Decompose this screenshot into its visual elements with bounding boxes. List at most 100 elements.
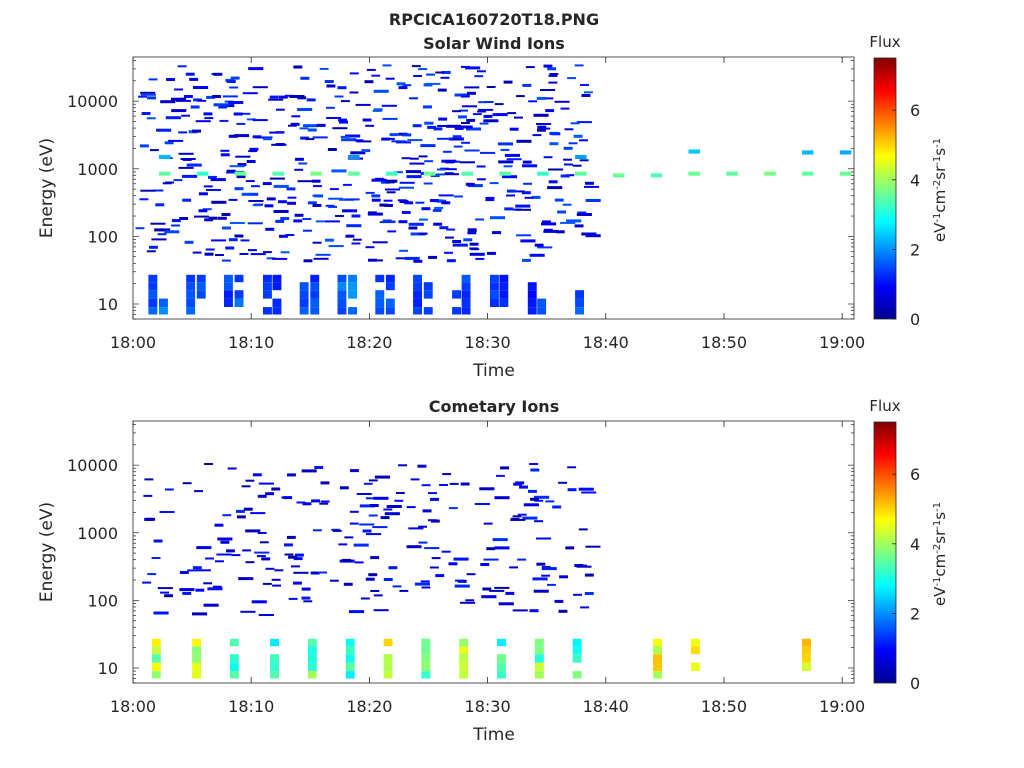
noise-pixel xyxy=(299,127,309,130)
noise-pixel xyxy=(465,599,475,602)
noise-pixel xyxy=(454,93,470,97)
noise-pixel xyxy=(367,212,383,216)
flux-cell xyxy=(224,274,233,283)
noise-pixel xyxy=(371,194,381,198)
noise-pixel xyxy=(445,160,455,164)
noise-pixel xyxy=(541,567,557,571)
noise-pixel xyxy=(138,95,147,98)
flux-cell xyxy=(186,290,196,299)
flux-cell xyxy=(413,274,422,283)
noise-pixel xyxy=(331,169,347,173)
noise-pixel xyxy=(479,122,489,125)
noise-pixel xyxy=(489,589,505,592)
noise-pixel xyxy=(578,528,588,531)
noise-pixel xyxy=(272,257,288,260)
noise-pixel xyxy=(459,161,475,164)
noise-pixel xyxy=(171,224,180,227)
noise-pixel xyxy=(283,496,293,500)
flux-cell xyxy=(345,654,355,663)
noise-pixel xyxy=(332,127,348,130)
noise-pixel xyxy=(418,68,428,71)
noise-pixel xyxy=(179,588,195,592)
noise-pixel xyxy=(536,96,546,100)
flux-cell xyxy=(499,290,509,299)
flux-cell xyxy=(461,290,471,299)
noise-pixel xyxy=(360,597,370,600)
noise-pixel xyxy=(193,86,209,89)
noise-pixel xyxy=(580,84,589,86)
noise-pixel xyxy=(258,614,274,616)
noise-pixel xyxy=(472,113,482,116)
noise-pixel xyxy=(312,241,322,244)
noise-pixel xyxy=(441,201,451,205)
noise-pixel xyxy=(190,105,200,109)
flux-cell xyxy=(375,298,385,307)
noise-pixel xyxy=(421,586,431,589)
noise-pixel xyxy=(370,556,380,560)
noise-pixel xyxy=(350,151,366,155)
noise-pixel xyxy=(349,72,359,75)
noise-pixel xyxy=(182,482,192,485)
noise-pixel xyxy=(536,537,552,540)
noise-pixel xyxy=(544,97,554,100)
noise-pixel xyxy=(467,231,477,235)
x-tick-label: 18:10 xyxy=(228,697,274,716)
flux-cell xyxy=(375,290,385,299)
noise-pixel xyxy=(382,64,392,67)
noise-pixel xyxy=(288,124,297,127)
flux-cell xyxy=(413,298,422,307)
noise-pixel xyxy=(436,173,445,176)
noise-pixel xyxy=(236,509,245,513)
noise-pixel xyxy=(557,210,567,214)
noise-pixel xyxy=(265,492,274,496)
noise-pixel xyxy=(574,564,584,567)
noise-pixel xyxy=(220,149,230,152)
noise-pixel xyxy=(184,240,194,244)
flux-cell xyxy=(224,290,233,299)
noise-pixel xyxy=(192,612,208,616)
noise-pixel xyxy=(386,191,396,194)
noise-pixel xyxy=(431,557,441,560)
noise-pixel xyxy=(463,238,473,242)
noise-pixel xyxy=(286,187,296,191)
noise-pixel xyxy=(205,557,214,560)
flux-cell xyxy=(490,274,499,283)
noise-pixel xyxy=(301,469,317,473)
x-tick-label: 18:50 xyxy=(701,697,747,716)
noise-pixel xyxy=(361,149,371,153)
noise-pixel xyxy=(383,578,393,581)
flux-cell xyxy=(459,638,469,647)
noise-pixel xyxy=(198,209,208,213)
flux-cell xyxy=(499,282,509,291)
noise-pixel xyxy=(515,204,531,208)
noise-pixel xyxy=(199,192,208,196)
y-tick-label: 10000 xyxy=(67,92,118,111)
noise-pixel xyxy=(424,547,440,550)
panel-title: Cometary Ions xyxy=(429,397,559,416)
noise-pixel xyxy=(369,504,379,507)
noise-pixel xyxy=(327,148,337,151)
noise-pixel xyxy=(182,591,192,595)
noise-pixel xyxy=(365,577,375,581)
x-tick-label: 18:00 xyxy=(110,333,156,352)
noise-pixel xyxy=(287,201,296,205)
noise-pixel xyxy=(302,218,312,220)
flux-cell xyxy=(263,274,272,283)
noise-pixel xyxy=(545,109,555,113)
noise-pixel xyxy=(418,155,428,158)
flux-cell xyxy=(452,307,461,315)
flux-cell xyxy=(270,671,279,679)
noise-pixel xyxy=(506,158,522,161)
flux-cell xyxy=(299,298,309,307)
noise-pixel xyxy=(498,602,514,606)
noise-pixel xyxy=(373,609,389,612)
noise-pixel xyxy=(398,186,414,189)
noise-pixel xyxy=(204,463,213,465)
noise-pixel xyxy=(275,219,285,223)
flux-cell xyxy=(270,654,279,663)
noise-pixel xyxy=(354,139,364,142)
noise-pixel xyxy=(263,136,273,139)
noise-pixel xyxy=(406,506,416,509)
noise-pixel xyxy=(157,587,173,590)
